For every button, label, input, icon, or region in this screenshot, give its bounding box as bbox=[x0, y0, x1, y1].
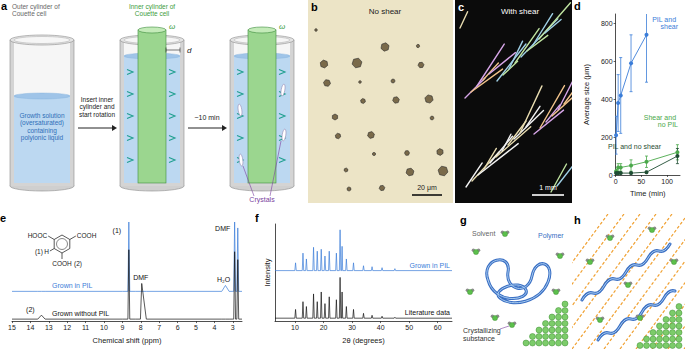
svg-text:30: 30 bbox=[348, 324, 356, 331]
svg-text:Intensity: Intensity bbox=[263, 258, 272, 286]
svg-text:0: 0 bbox=[614, 178, 618, 185]
svg-text:HOOC: HOOC bbox=[28, 232, 48, 239]
svg-text:200: 200 bbox=[601, 134, 613, 141]
svg-text:Crystallizingsubstance: Crystallizingsubstance bbox=[463, 327, 501, 342]
svg-text:Outer cylinder ofCouette cell: Outer cylinder ofCouette cell bbox=[12, 3, 60, 17]
svg-text:shear: shear bbox=[660, 23, 678, 30]
svg-text:Growth solution(oversaturated): Growth solution(oversaturated)containing… bbox=[19, 112, 65, 142]
svg-text:(1): (1) bbox=[35, 248, 43, 256]
svg-text:Grown without PIL: Grown without PIL bbox=[52, 310, 109, 317]
svg-text:50: 50 bbox=[405, 324, 413, 331]
svg-text:Solvent: Solvent bbox=[472, 230, 495, 237]
svg-text:h: h bbox=[574, 214, 581, 226]
svg-text:Shear and: Shear and bbox=[644, 114, 678, 121]
svg-text:10: 10 bbox=[291, 324, 299, 331]
svg-text:Crystals: Crystals bbox=[249, 196, 275, 204]
svg-text:4: 4 bbox=[212, 324, 216, 331]
svg-text:0: 0 bbox=[609, 172, 613, 179]
svg-text:Inner cylinder ofCouette cell: Inner cylinder ofCouette cell bbox=[129, 3, 175, 17]
svg-text:10: 10 bbox=[100, 324, 108, 331]
svg-text:800: 800 bbox=[601, 20, 613, 27]
svg-text:20: 20 bbox=[320, 324, 328, 331]
svg-text:400: 400 bbox=[601, 96, 613, 103]
svg-text:2θ (degrees): 2θ (degrees) bbox=[342, 336, 385, 345]
svg-text:14: 14 bbox=[27, 324, 35, 331]
svg-text:With shear: With shear bbox=[501, 7, 540, 16]
svg-text:(2): (2) bbox=[74, 260, 82, 268]
svg-text:b: b bbox=[311, 1, 318, 13]
svg-text:ω: ω bbox=[279, 22, 285, 31]
svg-text:13: 13 bbox=[45, 324, 53, 331]
svg-text:1 mm: 1 mm bbox=[539, 184, 557, 191]
svg-text:ω: ω bbox=[169, 22, 175, 31]
svg-text:~10 min: ~10 min bbox=[194, 114, 219, 121]
svg-text:20 μm: 20 μm bbox=[417, 184, 437, 192]
svg-text:DMF: DMF bbox=[133, 274, 148, 281]
svg-text:12: 12 bbox=[63, 324, 71, 331]
svg-text:60: 60 bbox=[434, 324, 442, 331]
svg-text:15: 15 bbox=[8, 324, 16, 331]
svg-text:50: 50 bbox=[637, 178, 645, 185]
svg-text:d: d bbox=[187, 46, 192, 55]
svg-text:600: 600 bbox=[601, 58, 613, 65]
svg-text:5: 5 bbox=[194, 324, 198, 331]
svg-text:Average size (μm): Average size (μm) bbox=[582, 64, 591, 125]
svg-text:f: f bbox=[255, 212, 259, 224]
svg-text:e: e bbox=[0, 212, 6, 224]
svg-text:Polymer: Polymer bbox=[538, 232, 564, 240]
svg-text:H: H bbox=[44, 248, 49, 255]
svg-text:9: 9 bbox=[120, 324, 124, 331]
svg-text:(1): (1) bbox=[113, 227, 122, 235]
svg-text:no PIL: no PIL bbox=[658, 121, 678, 128]
svg-text:COOH: COOH bbox=[77, 232, 97, 239]
svg-text:11: 11 bbox=[82, 324, 89, 331]
svg-text:(2): (2) bbox=[26, 306, 35, 314]
svg-text:Grown in PIL: Grown in PIL bbox=[410, 262, 451, 269]
svg-text:Insert innercylinder andstart: Insert innercylinder andstart rotation bbox=[79, 96, 116, 118]
svg-text:Chemical shift (ppm): Chemical shift (ppm) bbox=[93, 336, 162, 345]
svg-text:g: g bbox=[460, 214, 467, 226]
svg-text:Grown in PIL: Grown in PIL bbox=[52, 282, 93, 289]
svg-text:COOH: COOH bbox=[52, 260, 72, 267]
svg-text:PIL and no shear: PIL and no shear bbox=[608, 143, 662, 150]
svg-text:40: 40 bbox=[377, 324, 385, 331]
svg-text:No shear: No shear bbox=[369, 7, 402, 16]
svg-text:PIL and: PIL and bbox=[652, 16, 678, 23]
svg-text:a: a bbox=[1, 0, 8, 12]
svg-text:d: d bbox=[574, 0, 581, 12]
svg-text:6: 6 bbox=[176, 324, 180, 331]
svg-text:100: 100 bbox=[661, 178, 673, 185]
svg-text:H₂O: H₂O bbox=[217, 276, 231, 283]
svg-text:c: c bbox=[458, 1, 464, 13]
svg-text:Time (min): Time (min) bbox=[630, 189, 666, 198]
svg-text:7: 7 bbox=[157, 324, 161, 331]
svg-text:3: 3 bbox=[231, 324, 235, 331]
svg-text:DMF: DMF bbox=[215, 225, 230, 232]
svg-text:8: 8 bbox=[139, 324, 143, 331]
svg-text:Literature data: Literature data bbox=[405, 309, 450, 316]
